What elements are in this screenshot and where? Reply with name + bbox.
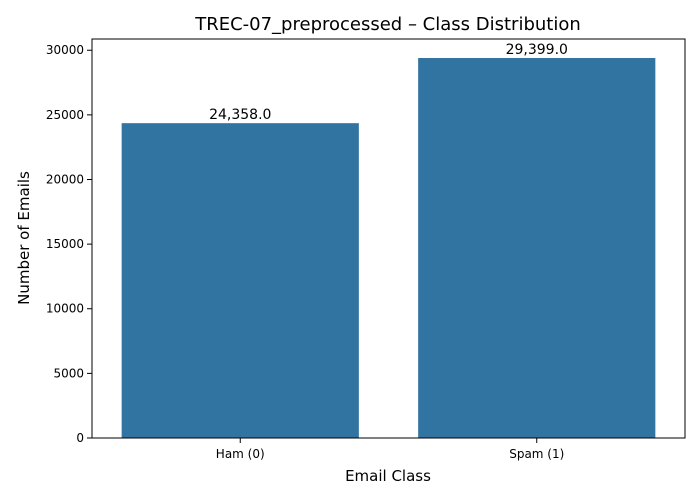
y-tick-label-1: 0 <box>76 431 84 445</box>
y-axis-label: Number of Emails <box>15 171 33 305</box>
x-tick-label-2: Spam (1) <box>509 447 564 461</box>
y-tick-label-2: 5000 <box>53 366 84 380</box>
data-label-2: 29,399.0 <box>506 42 568 58</box>
y-tick-label-5: 20000 <box>46 172 84 186</box>
chart-title: TREC-07_preprocessed – Class Distributio… <box>194 14 581 35</box>
bar-2 <box>418 58 656 438</box>
y-tick-label-4: 15000 <box>46 237 84 251</box>
bar-1 <box>121 123 359 439</box>
plot-area: 24,358.0 Ham (0) 29,399.0 Spam (1) 0 5000 1000… <box>46 38 686 461</box>
y-tick-label-6: 25000 <box>46 108 84 122</box>
x-axis-label: Email Class <box>345 467 431 485</box>
data-label-1: 24,358.0 <box>209 107 271 123</box>
y-tick-label-3: 10000 <box>46 302 84 316</box>
y-tick-label-7: 30000 <box>46 43 84 57</box>
axes-frame <box>91 38 686 439</box>
x-tick-label-1: Ham (0) <box>216 447 265 461</box>
